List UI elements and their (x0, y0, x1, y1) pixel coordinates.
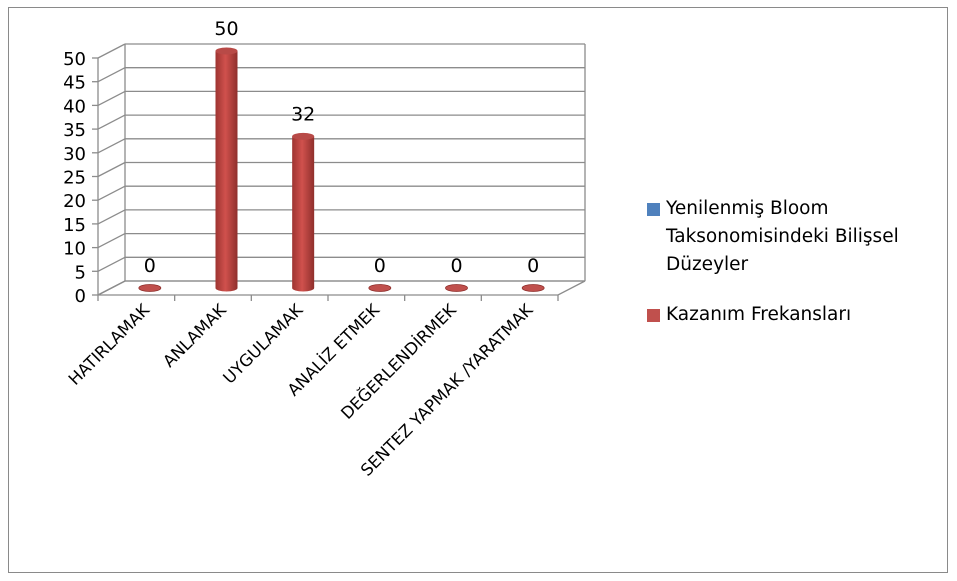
data-label: 0 (374, 255, 386, 277)
y-tick-label: 45 (63, 73, 86, 94)
y-tick-label: 10 (63, 239, 86, 260)
data-labels: 0 50 32 0 0 0 (144, 18, 539, 277)
y-tick-label: 20 (63, 191, 86, 212)
y-tick-label: 25 (63, 168, 86, 189)
y-tick-label: 15 (63, 215, 86, 236)
gridline-slant (97, 185, 126, 201)
bar (445, 284, 468, 292)
gridline-slant (97, 138, 126, 154)
legend: Yenilenmiş Bloom Taksonomisindeki Bilişs… (647, 195, 947, 351)
gridline-slant (97, 43, 126, 59)
gridline-slant (97, 209, 126, 225)
y-tick-label: 5 (75, 262, 86, 283)
legend-item-2[interactable]: Kazanım Frekansları (647, 301, 947, 329)
gridline-slant (97, 114, 126, 130)
y-tick-label: 50 (63, 49, 86, 70)
bar (138, 284, 162, 292)
legend-label-1: Yenilenmiş Bloom Taksonomisindeki Bilişs… (666, 198, 899, 275)
chart-frame (8, 7, 948, 573)
floor (97, 280, 586, 296)
legend-item-1[interactable]: Yenilenmiş Bloom Taksonomisindeki Bilişs… (647, 195, 947, 279)
bar (292, 136, 315, 292)
y-tick-label: 40 (63, 96, 86, 117)
gridline-slant (97, 233, 126, 249)
category-label: HATIRLAMAK (65, 300, 154, 389)
axes (92, 44, 586, 301)
category-label: ANLAMAK (159, 300, 230, 371)
bar-top (215, 47, 238, 55)
bars (138, 47, 545, 292)
gridline-slant (97, 67, 126, 83)
bar (368, 284, 392, 292)
legend-swatch-2 (647, 309, 660, 322)
data-label: 0 (450, 255, 462, 277)
category-label: UYGULAMAK (219, 300, 307, 388)
legend-swatch-1 (647, 203, 660, 216)
gridline-slant (97, 161, 126, 178)
bar (215, 51, 238, 292)
bar-top (292, 132, 315, 140)
data-label: 32 (291, 103, 315, 125)
legend-label-2: Kazanım Frekansları (666, 304, 852, 325)
gridlines (97, 43, 585, 296)
y-tick-label: 35 (63, 120, 86, 141)
data-label: 50 (214, 18, 238, 40)
bar (521, 284, 545, 292)
category-label: SENTEZ YAPMAK /YARATMAK (357, 300, 537, 480)
gridline-slant (97, 90, 126, 106)
data-label: 0 (144, 255, 156, 277)
data-label: 0 (527, 255, 539, 277)
gridline-slant (97, 256, 126, 272)
y-tick-label: 0 (75, 286, 86, 307)
y-tick-label: 30 (63, 144, 86, 165)
